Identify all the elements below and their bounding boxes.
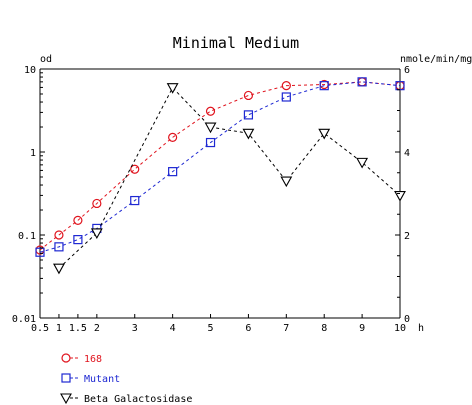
data-point xyxy=(168,167,178,177)
left-tick-label: 1 xyxy=(30,148,36,159)
right-tick-label: 2 xyxy=(404,231,410,242)
data-point xyxy=(166,83,179,94)
data-point xyxy=(318,128,331,140)
left-axis-label: od xyxy=(40,54,52,65)
data-point xyxy=(242,128,255,140)
series-1 xyxy=(35,77,405,257)
data-point xyxy=(243,90,254,101)
chart-title: Minimal Medium xyxy=(173,34,299,52)
right-tick-label: 6 xyxy=(404,65,410,76)
data-point xyxy=(204,122,217,134)
data-point xyxy=(54,242,64,252)
data-point xyxy=(168,132,178,142)
x-tick-label: 4 xyxy=(170,323,176,334)
data-point xyxy=(356,157,369,169)
x-tick-label: 3 xyxy=(132,323,138,334)
data-point xyxy=(54,230,64,240)
series-line xyxy=(39,81,401,253)
data-point xyxy=(90,228,103,240)
x-tick-label: 1.5 xyxy=(69,323,87,334)
x-axis-label: h xyxy=(418,323,424,334)
right-tick-label: 4 xyxy=(404,148,410,159)
data-point xyxy=(357,77,367,87)
x-tick-label: 1 xyxy=(56,323,62,334)
legend-marker xyxy=(60,393,72,405)
series-line xyxy=(58,86,401,269)
left-tick-label: 0.01 xyxy=(12,314,36,325)
data-point xyxy=(130,195,140,206)
right-tick-label: 0 xyxy=(404,314,410,325)
x-tick-label: 8 xyxy=(321,323,327,334)
x-tick-label: 2 xyxy=(94,323,100,334)
data-point xyxy=(73,235,83,245)
data-point xyxy=(394,191,406,202)
legend-marker xyxy=(61,353,71,363)
x-tick-label: 10 xyxy=(394,323,406,334)
legend: 168 Mutant Beta Galactosidase xyxy=(60,353,192,405)
data-point xyxy=(205,137,216,148)
legend-marker xyxy=(61,373,71,383)
data-point xyxy=(73,215,83,225)
series-2 xyxy=(53,83,406,275)
legend-label: Beta Galactosidase xyxy=(84,394,192,405)
data-point xyxy=(130,164,140,174)
legend-label: 168 xyxy=(84,354,102,365)
data-point xyxy=(243,110,254,120)
series-0 xyxy=(35,77,405,255)
data-point xyxy=(205,106,216,116)
x-tick-label: 6 xyxy=(245,323,251,334)
left-tick-label: 10 xyxy=(24,65,36,76)
legend-label: Mutant xyxy=(84,374,120,385)
right-axis-label: nmole/min/mg xyxy=(400,54,472,65)
data-point xyxy=(92,198,102,209)
left-tick-label: 0.1 xyxy=(18,231,36,242)
x-tick-label: 0.5 xyxy=(31,323,49,334)
series-layer xyxy=(35,77,406,275)
data-point xyxy=(281,81,291,91)
data-point xyxy=(281,92,291,102)
x-tick-label: 7 xyxy=(283,323,289,334)
data-point xyxy=(53,263,65,275)
data-point xyxy=(319,81,329,91)
x-tick-label: 9 xyxy=(359,323,365,334)
x-tick-label: 5 xyxy=(208,323,214,334)
data-point xyxy=(280,176,293,188)
